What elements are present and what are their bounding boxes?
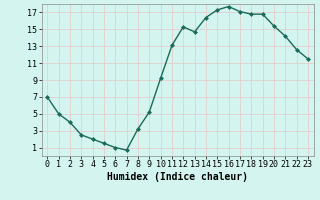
- X-axis label: Humidex (Indice chaleur): Humidex (Indice chaleur): [107, 172, 248, 182]
